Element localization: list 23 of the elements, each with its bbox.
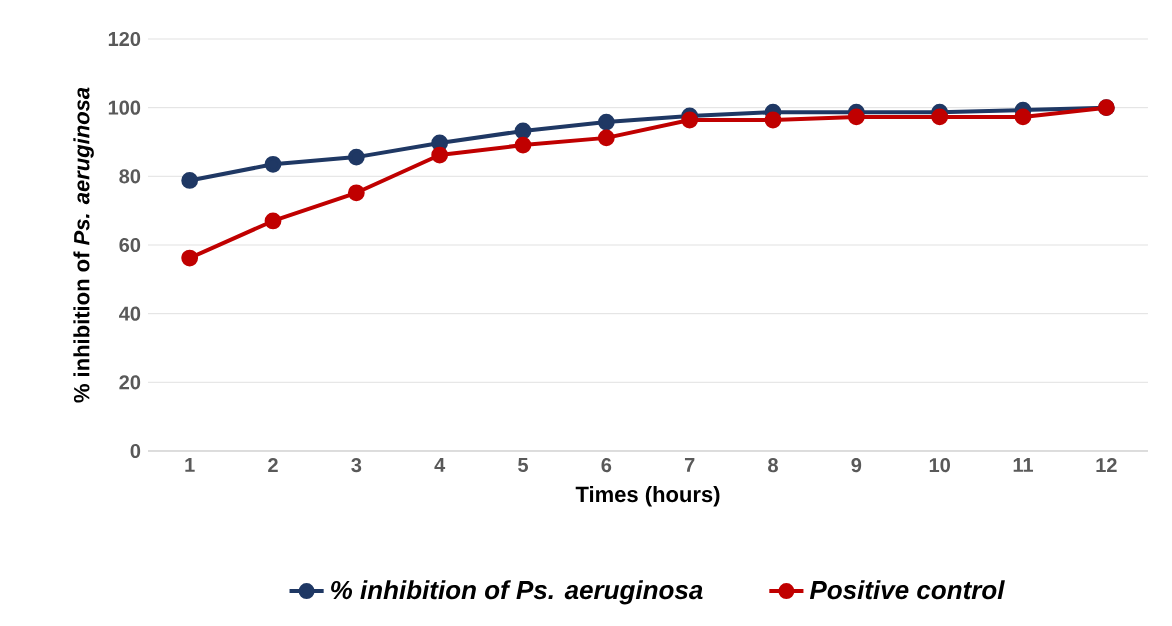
y-tick-label: 40 [119, 306, 141, 321]
x-tick-label: 2 [268, 458, 278, 473]
x-tick-label: 1 [185, 458, 195, 472]
y-tick-label: 0 [130, 443, 141, 459]
x-tick-label: 5 [518, 458, 529, 472]
x-tick-label: 6 [601, 458, 612, 473]
legend-label: % inhibition of Ps. aeruginosa [331, 580, 703, 605]
y-tick-label: 120 [108, 31, 141, 47]
x-tick-label: 11 [1013, 458, 1034, 472]
x-tick-label: 8 [768, 458, 778, 473]
x-tick-label: 12 [1096, 458, 1117, 473]
y-tick-label: 60 [119, 237, 141, 253]
y-tick-label: 100 [108, 100, 141, 115]
y-tick-label: 20 [119, 375, 141, 390]
x-tick-label: 10 [929, 458, 950, 473]
x-tick-label: 9 [851, 458, 862, 473]
x-tick-label: 4 [434, 458, 446, 472]
y-tick-label: 80 [119, 169, 141, 184]
y-axis-title: % inhibition of Ps. aeruginosa [73, 87, 94, 403]
x-tick-label: 7 [684, 458, 695, 472]
x-axis-title: Times (hours) [575, 485, 720, 507]
x-tick-label: 3 [351, 458, 362, 473]
legend-label: Positive control [809, 580, 1005, 600]
